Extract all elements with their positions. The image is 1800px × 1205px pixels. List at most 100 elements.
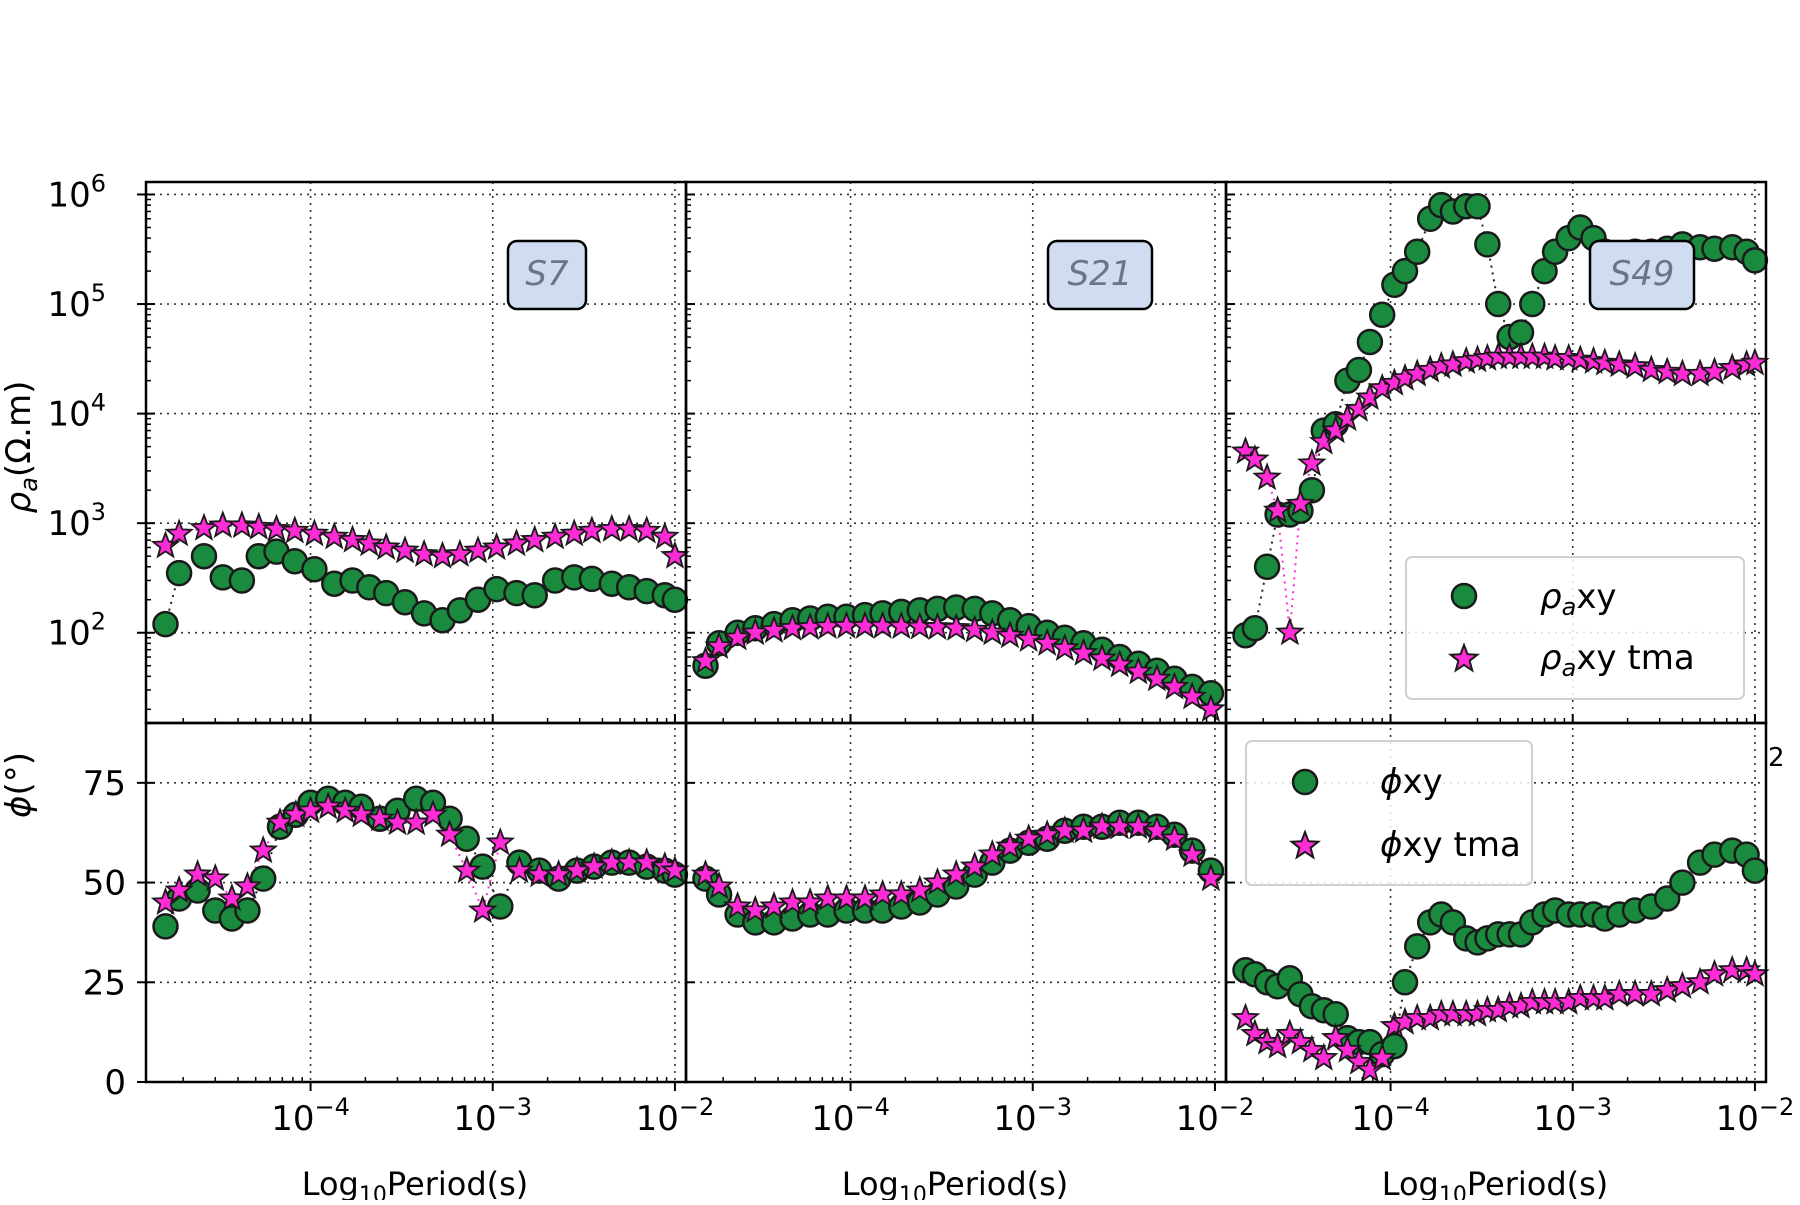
legend-phi: ϕxy ϕxy tma — [1245, 740, 1533, 886]
point-S21-rho-tma-17 — [995, 620, 1025, 649]
point-S7-rho-obs-4 — [228, 567, 256, 594]
point-S7-rho-obs-0 — [152, 610, 179, 638]
point-S7-phi-tma-19 — [467, 894, 498, 924]
point-S7-rho-obs-13 — [391, 588, 419, 616]
point-S7-rho-tma-18 — [481, 531, 512, 561]
point-S49-rho-obs-25 — [1519, 290, 1546, 318]
point-S7-phi-tma-15 — [401, 807, 431, 836]
point-S21-phi-tma-15 — [959, 851, 990, 880]
point-S7-rho-tma-6 — [261, 513, 292, 542]
point-S21-phi-tma-1 — [704, 870, 734, 900]
point-S7-phi-tma-12 — [346, 799, 377, 828]
phi-tick-label: 75 — [83, 764, 126, 804]
point-S7-phi-tma-23 — [543, 859, 574, 888]
axis-ticks: 10−4 10−3 10−2 10−4 10−3 10−2 10−4 10−3 10−2 102 1… — [47, 169, 1794, 1139]
legend-phi-obs-label: ϕxy — [1380, 762, 1443, 802]
svg-text:Log10Period(s): Log10Period(s) — [1382, 1165, 1609, 1200]
point-S21-phi-tma-17 — [995, 831, 1025, 860]
point-S7-rho-tma-21 — [540, 521, 570, 550]
point-S7-phi-tma-21 — [504, 855, 535, 884]
point-S49-phi-tma-0 — [1230, 1002, 1261, 1031]
point-S7-phi-tma-17 — [434, 819, 465, 848]
point-S7-phi-tma-10 — [313, 791, 344, 820]
station-label-s7: S7 — [506, 239, 588, 311]
point-S7-rho-tma-20 — [519, 524, 550, 553]
x-tick-label: 10−4 — [1351, 1093, 1430, 1139]
point-S49-rho-obs-15 — [1403, 238, 1431, 266]
point-S7-rho-tma-4 — [227, 510, 257, 539]
point-S21-rho-tma-20 — [1050, 632, 1080, 661]
point-S49-rho-tma-34 — [1636, 354, 1667, 383]
point-S7-phi-tma-3 — [200, 863, 230, 892]
point-S21-phi-tma-21 — [1068, 815, 1099, 844]
svg-text:Log10Period(s): Log10Period(s) — [302, 1165, 529, 1200]
point-S21-rho-tma-21 — [1068, 637, 1099, 666]
legend-rho-obs-label: ρaxy — [1540, 577, 1617, 621]
point-S7-phi-tma-1 — [164, 874, 194, 904]
point-S7-phi-obs-0 — [152, 913, 179, 940]
legend-rho-tma-label: ρaxy tma — [1540, 638, 1695, 682]
point-S49-rho-obs-14 — [1391, 257, 1419, 285]
point-S49-rho-obs-2 — [1253, 553, 1281, 581]
point-S21-rho-tma-27 — [1177, 681, 1207, 710]
point-S49-rho-tma-3 — [1262, 495, 1293, 524]
point-S7-phi-tma-16 — [418, 799, 448, 828]
point-S21-phi-tma-3 — [740, 894, 771, 924]
point-S49-rho-tma-6 — [1297, 448, 1327, 477]
point-S49-phi-obs-35 — [1653, 885, 1681, 912]
rho-tick-label: 106 — [47, 169, 106, 215]
station-label-s49: S49 — [1588, 239, 1696, 311]
point-S49-rho-obs-12 — [1368, 301, 1396, 328]
point-S7-phi-tma-6 — [248, 835, 279, 864]
point-S21-rho-tma-23 — [1104, 649, 1135, 678]
point-S49-phi-obs-36 — [1669, 869, 1696, 896]
legend-phi-tma-label: ϕxy tma — [1380, 825, 1521, 865]
point-S7-rho-tma-25 — [614, 513, 644, 542]
station-s49-text: S49 — [1610, 254, 1675, 294]
point-S49-phi-obs-15 — [1403, 933, 1431, 960]
point-S21-rho-tma-18 — [1013, 623, 1044, 652]
point-S49-phi-tma-9 — [1332, 1034, 1363, 1063]
point-S49-phi-tma-8 — [1320, 1022, 1351, 1051]
x-tick-label: 10−4 — [271, 1093, 350, 1139]
point-S49-rho-tma-41 — [1740, 347, 1770, 376]
phi-tick-label: 0 — [104, 1063, 126, 1103]
phi-tick-label: 25 — [83, 963, 126, 1003]
point-S7-rho-tma-28 — [660, 540, 690, 569]
point-S7-rho-tma-11 — [354, 528, 385, 557]
x-tick-label: 10−3 — [453, 1093, 532, 1139]
stray-tick-fragment: 2 — [1768, 743, 1785, 773]
data-markers — [150, 191, 1770, 1083]
point-S49-phi-obs-41 — [1741, 857, 1769, 884]
rho-axis-label: ρa(Ω.m) — [0, 381, 43, 514]
legend-rho: ρaxy ρaxy tma — [1405, 556, 1745, 700]
point-S49-rho-obs-41 — [1741, 247, 1769, 274]
point-S21-rho-tma-19 — [1032, 627, 1062, 656]
point-S7-rho-tma-1 — [164, 518, 194, 547]
rho-panel-frame — [144, 180, 688, 725]
station-s7-text: S7 — [525, 254, 569, 294]
point-S21-rho-tma-22 — [1087, 643, 1117, 672]
point-S7-phi-tma-30 — [660, 855, 690, 884]
point-S7-rho-obs-8 — [301, 555, 328, 583]
point-S21-rho-tma-14 — [941, 612, 971, 641]
svg-text:Log10Period(s): Log10Period(s) — [842, 1165, 1069, 1200]
legend-phi-tma-marker — [1288, 829, 1322, 860]
rho-tick-label: 103 — [47, 498, 106, 544]
point-S21-phi-tma-0 — [690, 859, 721, 888]
point-S7-rho-tma-19 — [501, 528, 532, 557]
point-S49-rho-tma-32 — [1604, 349, 1635, 378]
point-S7-rho-tma-10 — [337, 524, 368, 553]
point-S7-rho-tma-23 — [577, 515, 607, 544]
point-S7-rho-tma-17 — [463, 535, 493, 564]
point-S49-rho-obs-11 — [1356, 328, 1384, 356]
point-S21-phi-tma-18 — [1013, 823, 1044, 852]
point-S7-rho-obs-20 — [521, 581, 548, 609]
x-tick-label: 10−3 — [1533, 1093, 1612, 1139]
svg-text:ϕ(°): ϕ(°) — [0, 752, 39, 818]
x-axis-label-s49: Log10Period(s) — [1382, 1165, 1609, 1205]
legend-rho-obs-marker — [1450, 582, 1478, 610]
panel-frames — [144, 180, 1768, 1084]
legend-phi-obs-marker — [1291, 768, 1319, 796]
